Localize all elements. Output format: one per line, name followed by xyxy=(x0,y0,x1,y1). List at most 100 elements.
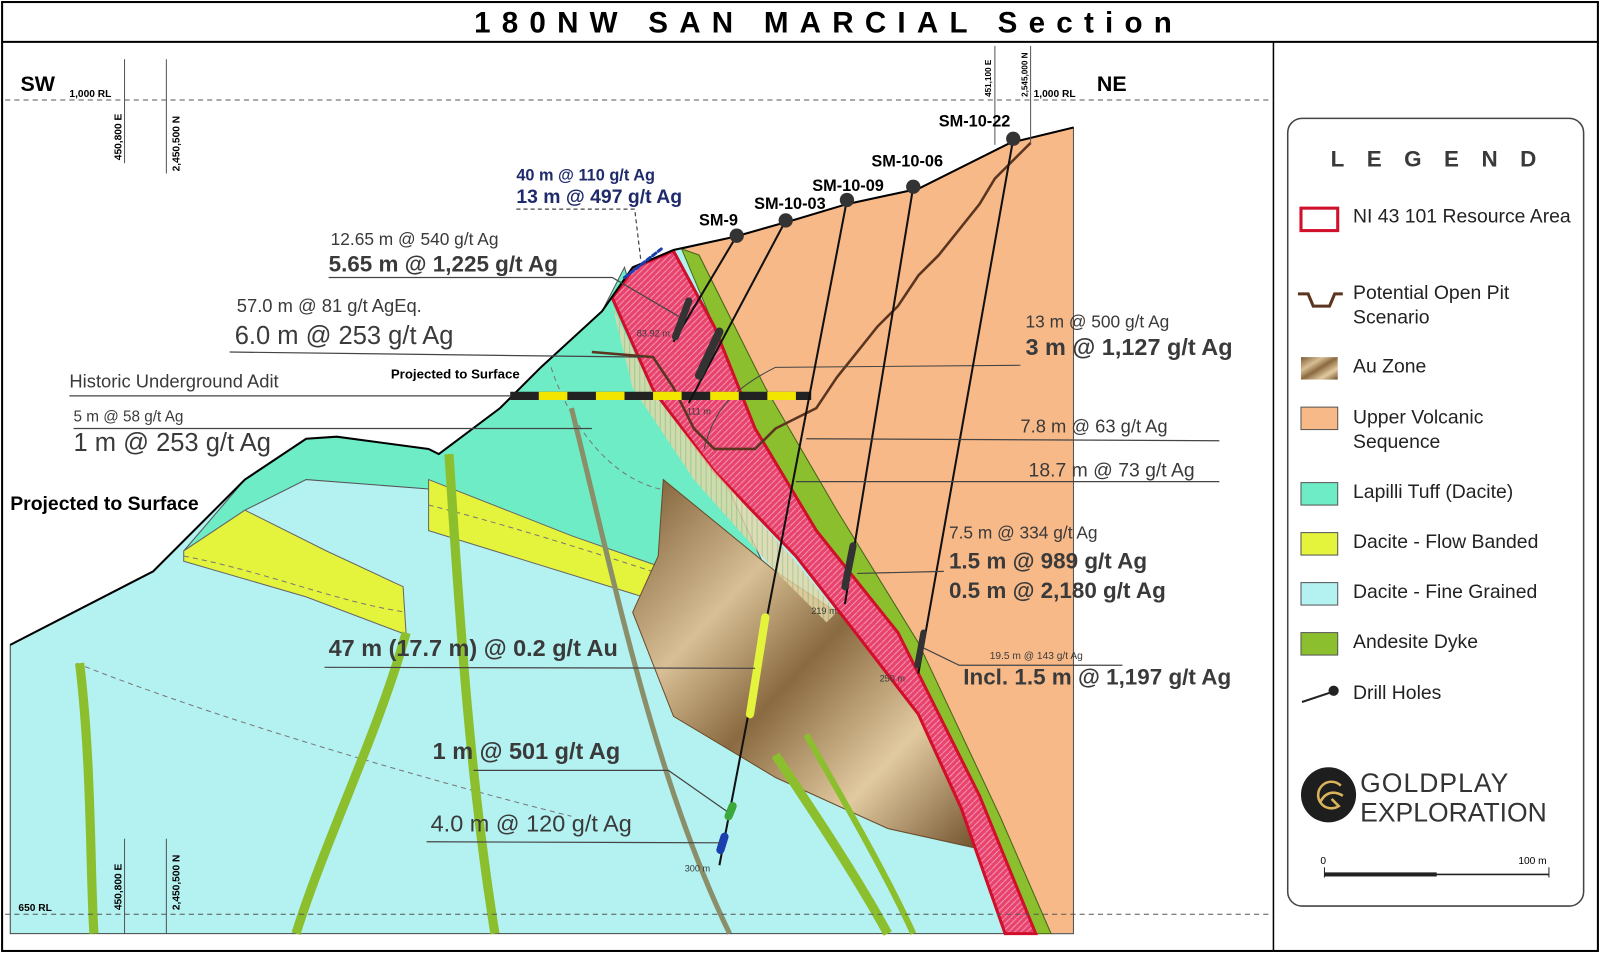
leader xyxy=(324,666,756,669)
legend-item: Upper Volcanic Sequence xyxy=(1353,407,1483,453)
depth-label: 250 m xyxy=(880,674,906,684)
grid-label: 2,450,500 N xyxy=(172,855,183,911)
logo-text: EXPLORATION xyxy=(1360,797,1547,827)
legend-item: Au Zone xyxy=(1353,356,1427,378)
swatch xyxy=(1299,206,1340,233)
drill-labels: SM-10-22 SM-10-06 SM-10-09 SM-10-03 SM-9 xyxy=(699,113,1010,230)
drill-trace xyxy=(672,235,738,343)
collar xyxy=(1006,131,1021,146)
intercept: 5 m @ 58 g/t Ag xyxy=(74,408,184,425)
topography xyxy=(9,126,1074,646)
intercept: 40 m @ 110 g/t Ag xyxy=(516,167,655,185)
intercept: 5.65 m @ 1,225 g/t Ag xyxy=(329,251,558,276)
interval xyxy=(914,629,927,669)
leader xyxy=(473,769,727,812)
interval xyxy=(694,327,724,380)
contact xyxy=(550,367,664,491)
depth-labels: 83.92 m 111 m 219 m 250 m 300 m xyxy=(637,329,906,874)
reference-lines xyxy=(5,45,1274,934)
intercept: 13 m @ 497 g/t Ag xyxy=(516,186,682,208)
interval xyxy=(671,297,693,341)
legend-label: Potential Open Pit Scenario xyxy=(1353,282,1510,329)
logo-text: GOLDPLAY xyxy=(1360,768,1509,798)
grid-label: 2,450,500 N xyxy=(172,116,183,172)
legend-label: Drill Holes xyxy=(1353,682,1442,705)
drill-label: SM-10-03 xyxy=(754,195,826,213)
leader xyxy=(806,438,1220,442)
collars xyxy=(729,131,1021,243)
drill-holes xyxy=(672,138,1015,866)
andesite-dykes xyxy=(75,407,917,936)
geology xyxy=(9,126,1074,936)
dyke xyxy=(444,453,500,935)
end-label: SW xyxy=(20,72,55,96)
contact xyxy=(183,504,776,613)
grid-label: 2,545,000 N xyxy=(1021,52,1030,97)
dyke xyxy=(771,752,892,936)
dacite-flow-banded xyxy=(183,509,407,636)
swatch xyxy=(1300,406,1339,431)
note: Historic Underground Adit xyxy=(69,371,278,392)
legend-label: Au Zone xyxy=(1353,356,1427,378)
open-pit xyxy=(591,141,1032,451)
swatch xyxy=(1300,482,1339,506)
swatch xyxy=(1300,357,1338,380)
logo-glyph xyxy=(1316,780,1344,810)
intercept: 4.0 m @ 120 g/t Ag xyxy=(431,811,632,837)
depth-label: 219 m xyxy=(811,606,837,616)
interval xyxy=(841,542,857,591)
legend-item: Drill Holes xyxy=(1353,682,1442,705)
interval xyxy=(745,613,770,719)
rl-label: 650 RL xyxy=(18,903,51,914)
intercept: Incl. 1.5 m @ 1,197 g/t Ag xyxy=(963,665,1231,690)
rl-label: 1,000 RL xyxy=(69,89,111,100)
legend: LEGEND NI 43 101 Resource Area Potential… xyxy=(1286,117,1585,907)
fault xyxy=(568,407,732,935)
interval xyxy=(724,801,737,821)
swatch xyxy=(1301,690,1333,703)
legend-item: Andesite Dyke xyxy=(1353,632,1478,653)
drill-trace xyxy=(687,219,787,404)
depth-label: 83.92 m xyxy=(637,329,671,339)
interval xyxy=(622,247,663,280)
dyke xyxy=(75,662,99,934)
collar xyxy=(729,228,744,243)
dyke xyxy=(803,733,917,935)
collar xyxy=(906,179,921,194)
depth-label: 111 m xyxy=(687,406,711,416)
drill-trace xyxy=(917,138,1015,674)
legend-item: Potential Open Pit Scenario xyxy=(1353,282,1510,329)
intervals xyxy=(622,247,927,855)
legend-label: Dacite - Fine Grained xyxy=(1353,581,1538,604)
legend-item: Dacite - Fine Grained xyxy=(1353,581,1538,604)
title: 180NW SAN MARCIAL Section xyxy=(474,7,1183,40)
intercept: 19.5 m @ 143 g/t Ag xyxy=(990,651,1083,662)
legend-label: NI 43 101 Resource Area xyxy=(1353,206,1571,228)
drill-label: SM-10-06 xyxy=(871,152,943,170)
intercept: 18.7 m @ 73 g/t Ag xyxy=(1029,460,1195,482)
rl-label: 1,000 RL xyxy=(1034,89,1076,100)
scale-label: 100 m xyxy=(1518,856,1546,867)
intercept: 3 m @ 1,127 g/t Ag xyxy=(1025,334,1232,360)
intercepts: 40 m @ 110 g/t Ag 13 m @ 497 g/t Ag 12.6… xyxy=(74,167,1233,837)
legend-item: NI 43 101 Resource Area xyxy=(1353,206,1571,228)
dyke xyxy=(291,631,411,935)
resource-area xyxy=(610,249,1038,936)
note: Projected to Surface xyxy=(391,367,520,382)
intercept: 6.0 m @ 253 g/t Ag xyxy=(235,322,454,350)
intercept: 7.5 m @ 334 g/t Ag xyxy=(949,523,1098,543)
legend-item: Dacite - Flow Banded xyxy=(1353,532,1538,553)
leader xyxy=(923,647,1123,666)
intercept: 1.5 m @ 989 g/t Ag xyxy=(949,548,1147,573)
intercept: 13 m @ 500 g/t Ag xyxy=(1025,312,1169,332)
leader xyxy=(857,570,944,575)
intercept: 7.8 m @ 63 g/t Ag xyxy=(1020,416,1167,437)
collar xyxy=(839,192,855,208)
grid-label: 451,100 E xyxy=(984,59,993,97)
drill-label: SM-10-09 xyxy=(812,177,884,195)
intercept: 12.65 m @ 540 g/t Ag xyxy=(331,229,499,249)
scale-bar xyxy=(1324,872,1437,877)
swatch xyxy=(1328,685,1339,696)
swatch xyxy=(1300,582,1339,606)
